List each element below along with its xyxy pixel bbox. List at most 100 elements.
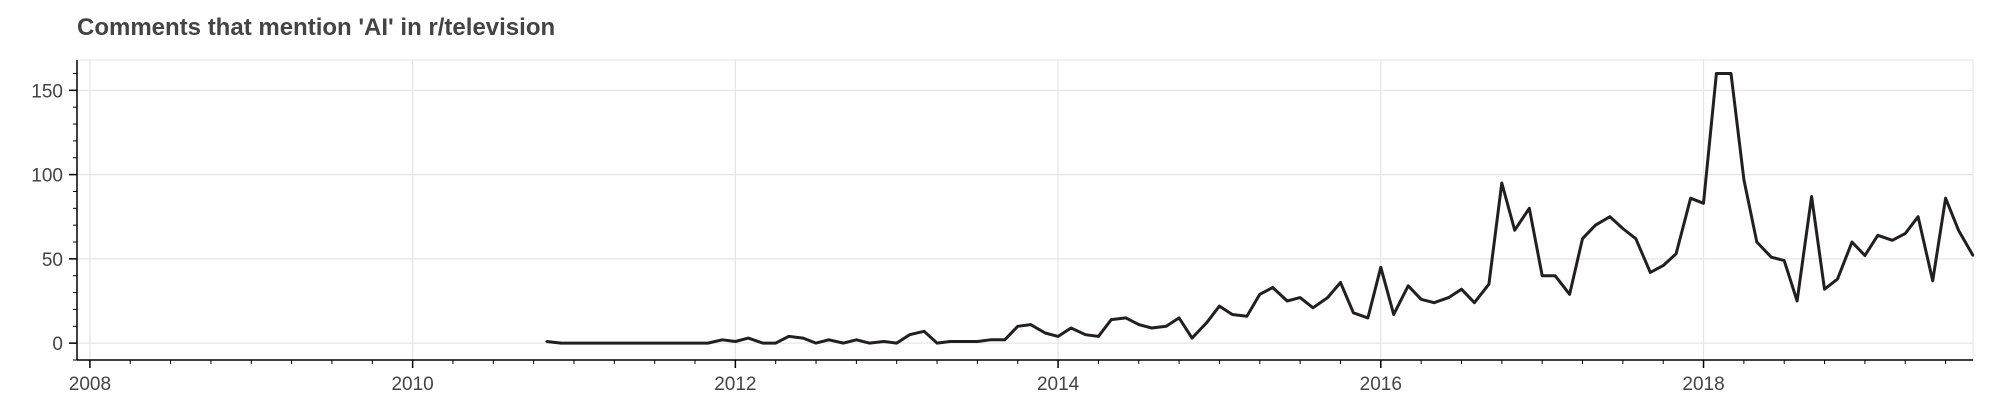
data-point [1150,326,1153,330]
data-point [1366,316,1370,320]
data-point [1795,299,1799,303]
x-tick-label: 2008 [69,374,111,395]
data-point [1661,264,1665,267]
data-point [1392,313,1395,316]
data-point [814,341,818,345]
data-point [801,336,805,340]
data-point [693,341,697,345]
data-point [1931,279,1934,282]
data-point [827,338,831,341]
data-point [1904,232,1907,235]
series-line [546,72,1975,345]
chart-title: Comments that mention 'AI' in r/televisi… [77,14,556,41]
data-point [1432,301,1436,304]
data-point [1029,323,1032,326]
data-point [1258,293,1261,296]
y-tick-label: 50 [42,250,63,271]
data-point [1352,311,1355,315]
data-point [1110,318,1113,321]
data-point [1097,335,1100,338]
data-point [882,340,886,343]
data-point [1460,288,1463,291]
data-point [761,341,764,345]
data-point [1608,215,1612,218]
data-point [935,341,939,345]
data-point [1271,286,1274,289]
data-point [1689,197,1692,200]
data-point [787,335,790,338]
data-point [989,338,992,341]
data-point [1056,335,1060,338]
data-point [1164,325,1168,328]
data-point [963,340,966,343]
data-point [1810,195,1813,198]
data-point [613,341,616,345]
data-point [908,333,911,336]
data-point [545,340,548,343]
data-point [1339,281,1342,284]
data-point [1702,202,1705,205]
data-point [1755,240,1758,244]
x-tick-label: 2014 [1037,374,1080,395]
data-point [1286,299,1289,303]
data-point [1876,234,1879,237]
data-point [1916,215,1920,218]
data-point [922,330,926,333]
y-tick-label: 150 [31,81,63,102]
data-point [1137,323,1140,326]
data-point [1581,237,1584,240]
data-point [1231,313,1234,316]
data-point [1715,72,1718,75]
data-point [1218,304,1221,308]
data-point [1016,325,1019,328]
data-point [653,341,656,345]
data-point [1863,254,1867,257]
series-group [545,72,1975,345]
data-point [1177,316,1181,320]
data-point [706,341,710,345]
data-point [1594,223,1597,227]
data-point [1084,333,1087,336]
data-point [1836,277,1839,281]
data-point [868,341,871,345]
data-point [1500,181,1504,185]
data-point [1528,207,1531,210]
data-point [1003,338,1007,341]
data-point [1190,336,1194,340]
data-point [1298,296,1302,299]
data-point [1419,298,1423,301]
data-point [666,341,669,345]
data-point [1513,229,1516,232]
data-point [1850,240,1854,244]
data-point [734,340,737,343]
data-point [1553,274,1557,277]
data-point [1891,239,1894,242]
data-point [1674,252,1678,256]
data-point [1379,266,1383,269]
data-point [842,341,845,345]
data-point [855,338,858,341]
x-tick-label: 2016 [1360,374,1402,395]
data-point [572,341,576,345]
data-point [1649,271,1652,274]
data-point [1326,296,1329,299]
x-tick-label: 2018 [1682,374,1724,395]
data-point [1124,316,1128,320]
data-point [1823,288,1826,291]
x-tick-label: 2012 [714,374,756,395]
data-point [1944,197,1947,200]
data-point [1473,301,1476,304]
data-point [976,340,979,343]
data-point [1770,255,1773,259]
data-point [948,340,952,343]
axes: 2008 2010 2012 2014 2016 2018 0 50 100 150 [31,60,1973,395]
data-point [1729,72,1733,75]
data-point [1971,254,1975,257]
data-point [640,341,643,345]
data-point [1069,326,1073,330]
data-point [600,341,603,345]
data-point [1634,237,1637,240]
data-point [1311,306,1315,309]
data-point [1447,296,1450,299]
